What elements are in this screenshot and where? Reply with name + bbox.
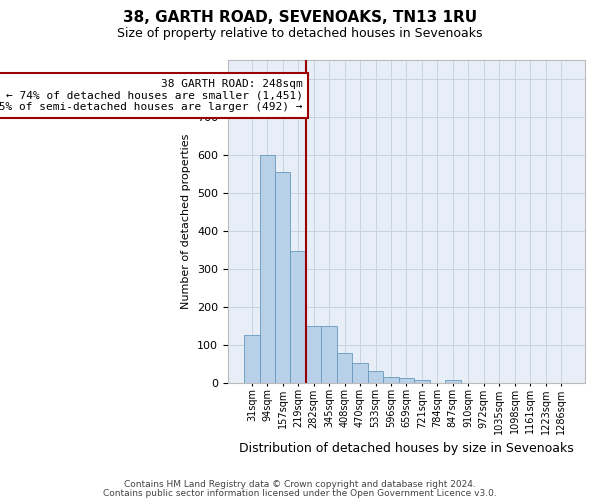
Bar (352, 363, 368, 382)
Bar (322, 326, 337, 382)
Text: Contains public sector information licensed under the Open Government Licence v3: Contains public sector information licen… (103, 488, 497, 498)
Bar (244, 335, 260, 382)
Bar (260, 155, 275, 382)
Bar (445, 380, 461, 382)
Bar (306, 326, 322, 382)
Text: Contains HM Land Registry data © Crown copyright and database right 2024.: Contains HM Land Registry data © Crown c… (124, 480, 476, 489)
Bar (368, 371, 383, 382)
X-axis label: Distribution of detached houses by size in Sevenoaks: Distribution of detached houses by size … (239, 442, 574, 455)
Bar (290, 250, 306, 382)
Bar (275, 172, 290, 382)
Bar (414, 380, 430, 382)
Y-axis label: Number of detached properties: Number of detached properties (181, 134, 191, 309)
Text: 38, GARTH ROAD, SEVENOAKS, TN13 1RU: 38, GARTH ROAD, SEVENOAKS, TN13 1RU (123, 10, 477, 25)
Bar (383, 377, 399, 382)
Text: Size of property relative to detached houses in Sevenoaks: Size of property relative to detached ho… (117, 28, 483, 40)
Text: 38 GARTH ROAD: 248sqm
← 74% of detached houses are smaller (1,451)
25% of semi-d: 38 GARTH ROAD: 248sqm ← 74% of detached … (0, 79, 303, 112)
Bar (337, 353, 352, 382)
Bar (399, 378, 414, 382)
